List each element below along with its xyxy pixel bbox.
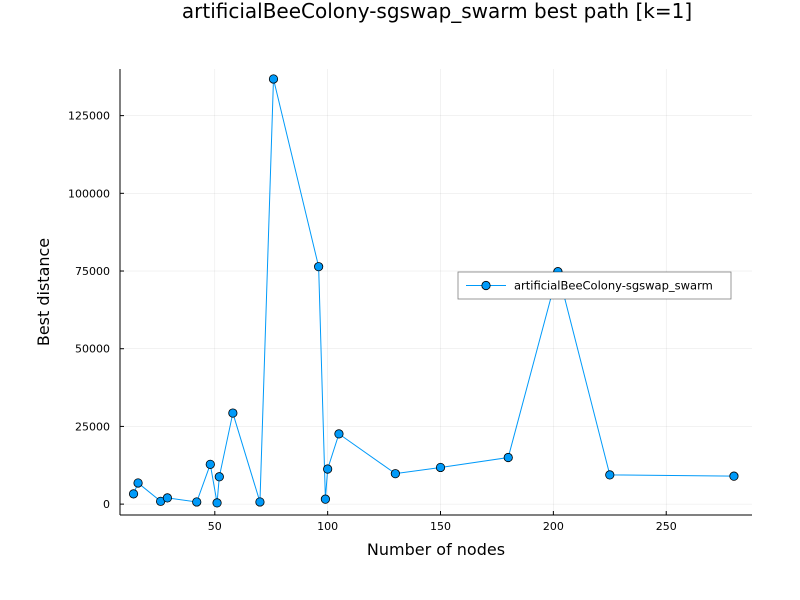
y-tick-label: 0 xyxy=(103,498,110,511)
data-point xyxy=(334,429,344,439)
x-tick-label: 150 xyxy=(430,520,451,533)
data-point xyxy=(268,74,279,84)
data-point xyxy=(255,497,265,507)
y-tick-label: 100000 xyxy=(68,187,110,200)
data-point xyxy=(323,464,333,474)
data-point xyxy=(390,469,400,479)
data-point xyxy=(162,493,172,503)
y-axis-label: Best distance xyxy=(34,238,53,346)
x-axis-label: Number of nodes xyxy=(367,540,505,559)
data-point xyxy=(228,408,238,418)
series-group xyxy=(128,74,739,508)
y-tick-label: 75000 xyxy=(75,265,110,278)
data-point xyxy=(128,489,139,499)
data-point xyxy=(605,470,615,480)
data-point xyxy=(133,478,143,488)
data-point xyxy=(205,459,215,469)
y-axis-ticks: 0 25000 50000 75000 100000 125000 xyxy=(68,110,124,511)
data-point xyxy=(192,497,202,507)
y-tick-label: 50000 xyxy=(75,343,110,356)
y-tick-label: 125000 xyxy=(68,110,110,123)
data-point xyxy=(214,472,224,482)
x-tick-label: 250 xyxy=(656,520,677,533)
x-tick-label: 100 xyxy=(317,520,338,533)
x-tick-label: 200 xyxy=(543,520,564,533)
data-point xyxy=(435,462,446,473)
axes xyxy=(119,69,752,516)
legend-marker-swatch xyxy=(481,280,491,291)
data-point xyxy=(729,471,739,481)
chart-title: artificialBeeColony-sgswap_swarm best pa… xyxy=(182,0,692,23)
legend-box xyxy=(457,271,732,300)
data-point xyxy=(314,262,324,272)
x-axis-ticks: 50 100 150 200 250 xyxy=(208,511,677,533)
legend: artificialBeeColony-sgswap_swarm xyxy=(457,271,732,300)
data-point xyxy=(320,494,330,504)
y-tick-label: 25000 xyxy=(75,420,110,433)
legend-label: artificialBeeColony-sgswap_swarm xyxy=(514,279,713,293)
data-point xyxy=(212,498,222,508)
data-point xyxy=(503,452,513,463)
x-tick-label: 50 xyxy=(208,520,222,533)
